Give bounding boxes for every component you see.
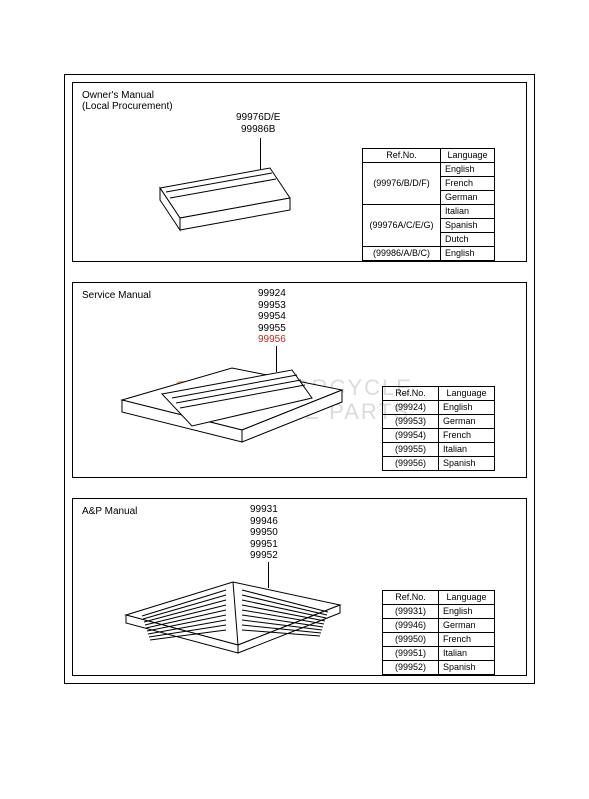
reference-language-table: Ref.No.Language(99931)English(99946)Germ… xyxy=(382,590,495,675)
section-title: Service Manual xyxy=(82,290,151,301)
reference-language-table: Ref.No.Language(99976/B/D/F)EnglishFrenc… xyxy=(362,148,495,261)
ref-number-labels: 99976D/E99986B xyxy=(236,112,280,135)
reference-language-table: Ref.No.Language(99924)English(99953)Germ… xyxy=(382,386,495,471)
section-title: A&P Manual xyxy=(82,506,137,517)
ref-number-labels: 9992499953999549995599956 xyxy=(258,288,286,346)
section-title: Owner's Manual(Local Procurement) xyxy=(82,90,173,112)
ref-number-labels: 9993199946999509995199952 xyxy=(250,504,278,562)
